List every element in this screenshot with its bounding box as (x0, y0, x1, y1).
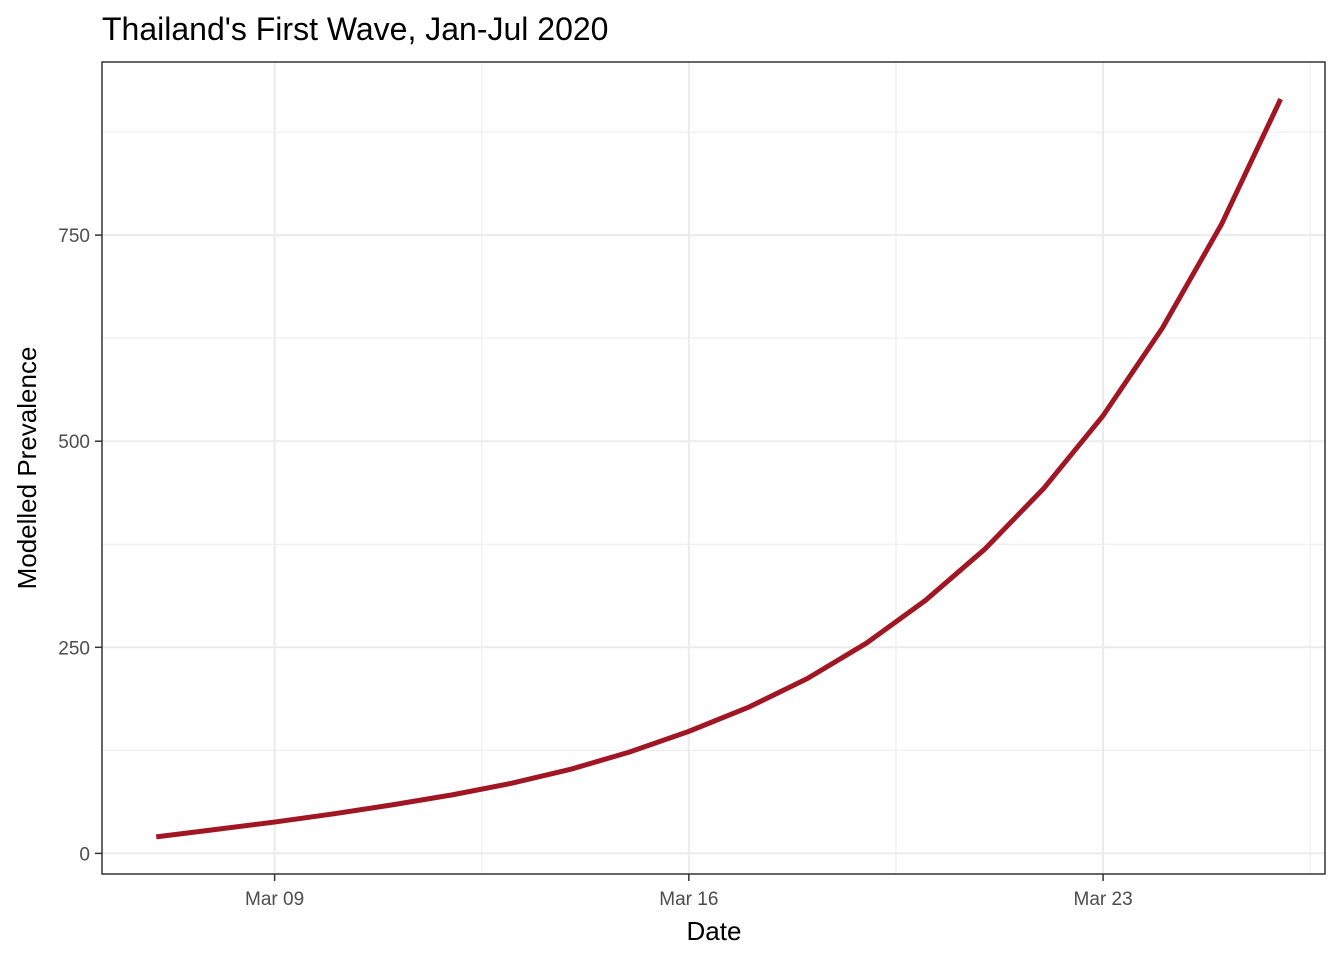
plot-border (101, 61, 1326, 875)
y-axis: 0 250 500 750 (58, 226, 102, 865)
series-line-0 (155, 98, 1283, 840)
series-layer (155, 98, 1283, 840)
x-axis: Mar 09 Mar 16 Mar 23 (245, 874, 1133, 910)
x-tick-label: Mar 16 (659, 889, 718, 910)
y-tick-label: 250 (58, 638, 90, 659)
gridlines (102, 62, 1325, 874)
x-tick-label: Mar 23 (1074, 889, 1133, 910)
y-tick-label: 500 (58, 432, 90, 453)
y-tick-label: 750 (58, 226, 90, 247)
y-axis-title: Modelled Prevalence (12, 347, 42, 590)
x-axis-title: Date (687, 916, 742, 946)
x-tick-label: Mar 09 (245, 889, 304, 910)
y-tick-label: 0 (79, 844, 90, 865)
chart-title: Thailand's First Wave, Jan-Jul 2020 (102, 11, 608, 47)
plot-panel (102, 62, 1325, 874)
